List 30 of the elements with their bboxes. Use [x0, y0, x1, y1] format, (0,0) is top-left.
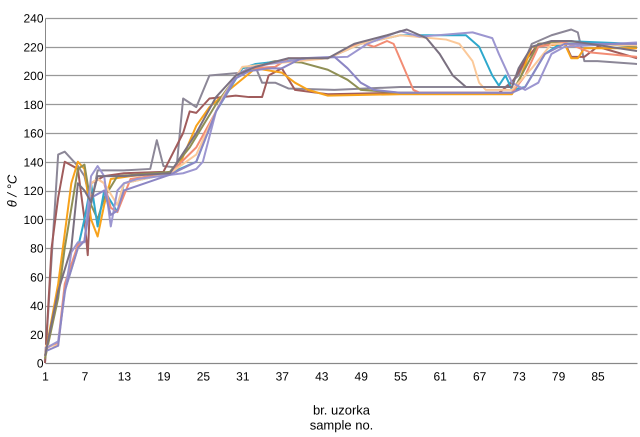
x-tick-label: 49	[354, 370, 368, 384]
x-tick-label: 61	[433, 370, 448, 384]
x-axis-title: br. uzorka sample no.	[310, 402, 374, 432]
x-tick-label: 67	[472, 370, 487, 384]
x-tick-label: 79	[552, 370, 566, 384]
y-tick-label: 20	[30, 328, 44, 342]
x-tick-label: 37	[276, 370, 290, 384]
y-tick-label: 200	[23, 69, 44, 83]
x-tick-label: 73	[512, 370, 526, 384]
y-tick-label: 240	[23, 12, 44, 26]
y-tick-label: 120	[23, 184, 44, 198]
x-tick-label: 13	[118, 370, 132, 384]
x-tick-label: 85	[591, 370, 606, 384]
y-tick-label: 80	[30, 242, 44, 256]
y-tick-label: 220	[23, 40, 44, 54]
y-axis-title: θ / °C	[4, 174, 20, 208]
y-tick-label: 140	[23, 155, 44, 170]
x-tick-label: 7	[82, 370, 89, 384]
y-tick-label: 0	[36, 356, 44, 370]
x-tick-label: 25	[196, 370, 210, 384]
x-tick-label: 55	[394, 370, 408, 384]
x-tick-label: 1	[42, 370, 50, 384]
y-tick-label: 100	[23, 212, 44, 227]
y-tick-label: 180	[23, 98, 44, 112]
x-tick-label: 43	[315, 370, 329, 384]
x-tick-label: 19	[157, 370, 171, 384]
y-tick-label: 60	[30, 270, 44, 284]
y-tick-label: 40	[30, 299, 44, 313]
x-tick-label: 31	[236, 370, 250, 384]
y-tick-label: 160	[23, 126, 44, 140]
